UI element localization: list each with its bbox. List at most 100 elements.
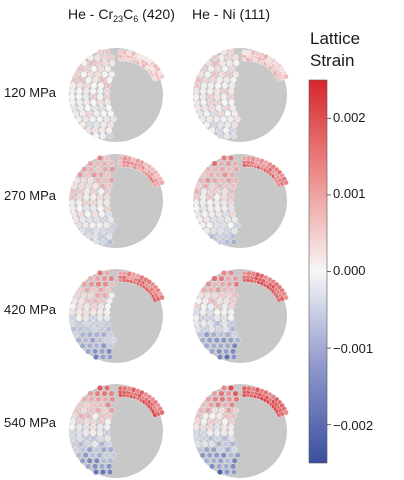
strain-point bbox=[221, 418, 228, 425]
strain-point bbox=[69, 199, 75, 206]
strain-point bbox=[222, 441, 229, 447]
strain-point bbox=[217, 354, 223, 360]
strain-point bbox=[73, 177, 80, 184]
strain-point bbox=[231, 121, 238, 128]
strain-point bbox=[207, 199, 213, 206]
strain-point bbox=[105, 401, 111, 408]
colorbar-tick-label-4: −0.002 bbox=[333, 418, 374, 433]
strain-point bbox=[106, 233, 113, 240]
strain-point bbox=[222, 211, 229, 217]
strain-point bbox=[214, 194, 221, 201]
strain-point bbox=[224, 121, 231, 128]
strain-point bbox=[88, 166, 95, 173]
strain-point bbox=[101, 292, 108, 299]
strain-point bbox=[70, 105, 77, 111]
strain-point bbox=[71, 183, 78, 189]
strain-point bbox=[200, 418, 207, 425]
strain-point bbox=[107, 110, 114, 117]
strain-point bbox=[97, 424, 104, 431]
strain-point bbox=[100, 121, 107, 128]
strain-point bbox=[221, 320, 228, 327]
strain-point bbox=[98, 441, 105, 447]
strain-point bbox=[104, 99, 111, 106]
strain-point bbox=[231, 354, 237, 360]
strain-point bbox=[92, 348, 99, 355]
strain-point bbox=[106, 413, 113, 419]
strain-point bbox=[97, 205, 104, 212]
strain-point bbox=[94, 407, 101, 414]
strain-point bbox=[213, 337, 220, 344]
strain-point bbox=[200, 199, 206, 206]
strain-point bbox=[110, 116, 117, 123]
strain-point bbox=[207, 93, 213, 100]
colorbar-ticks bbox=[327, 117, 331, 426]
strain-point bbox=[227, 452, 234, 459]
strain-point bbox=[72, 446, 79, 453]
strain-point bbox=[207, 82, 214, 89]
strain-point bbox=[215, 326, 222, 332]
strain-point bbox=[93, 342, 100, 349]
strain-point bbox=[102, 166, 109, 173]
strain-point bbox=[98, 286, 104, 293]
strain-point bbox=[97, 194, 104, 201]
strain-point bbox=[98, 211, 105, 217]
strain-point bbox=[100, 446, 107, 453]
strain-point bbox=[92, 298, 99, 304]
strain-point bbox=[216, 77, 223, 83]
strain-point bbox=[94, 177, 101, 184]
strain-point bbox=[221, 385, 227, 391]
strain-point bbox=[100, 331, 107, 338]
strain-point bbox=[217, 469, 223, 475]
strain-point bbox=[214, 424, 221, 431]
strain-point bbox=[93, 110, 100, 117]
strain-point bbox=[92, 413, 99, 419]
strain-point bbox=[101, 390, 108, 397]
strain-point bbox=[91, 326, 98, 332]
strain-point bbox=[83, 418, 90, 425]
strain-point bbox=[77, 65, 83, 72]
strain-point bbox=[203, 110, 210, 117]
strain-point bbox=[107, 331, 114, 338]
strain-point bbox=[91, 441, 98, 447]
strain-point bbox=[224, 469, 230, 475]
strain-point bbox=[225, 160, 232, 167]
strain-point bbox=[232, 390, 239, 397]
strain-point bbox=[203, 342, 210, 349]
strain-point bbox=[97, 155, 103, 161]
strain-point bbox=[232, 71, 239, 78]
strain-point bbox=[227, 337, 234, 344]
strain-point bbox=[206, 222, 213, 229]
strain-point bbox=[107, 342, 114, 349]
strain-point bbox=[193, 320, 200, 327]
strain-point bbox=[70, 211, 77, 217]
strain-point bbox=[106, 183, 113, 189]
strain-point bbox=[221, 199, 227, 206]
strain-point bbox=[83, 424, 90, 431]
strain-point bbox=[103, 452, 110, 459]
strain-point bbox=[90, 435, 97, 442]
strain-point bbox=[229, 65, 235, 72]
strain-point bbox=[232, 275, 239, 282]
strain-point bbox=[101, 177, 108, 184]
strain-point bbox=[213, 222, 220, 229]
strain-point bbox=[76, 99, 83, 106]
strain-point bbox=[193, 314, 199, 321]
pole-figure-1 bbox=[193, 48, 289, 142]
strain-point bbox=[225, 177, 232, 184]
strain-point bbox=[200, 320, 207, 327]
strain-point bbox=[203, 227, 210, 234]
strain-point bbox=[80, 292, 87, 299]
strain-point bbox=[103, 222, 110, 229]
strain-point bbox=[216, 298, 223, 304]
strain-point bbox=[97, 429, 103, 436]
strain-point bbox=[228, 429, 234, 436]
colorbar-tick-label-1: 0.001 bbox=[333, 186, 366, 201]
strain-point bbox=[75, 337, 82, 344]
strain-point bbox=[221, 155, 227, 161]
strain-point bbox=[219, 166, 226, 173]
strain-point bbox=[76, 199, 82, 206]
strain-point bbox=[104, 303, 111, 310]
strain-point bbox=[83, 320, 90, 327]
strain-point bbox=[86, 110, 93, 117]
strain-point bbox=[83, 194, 90, 201]
